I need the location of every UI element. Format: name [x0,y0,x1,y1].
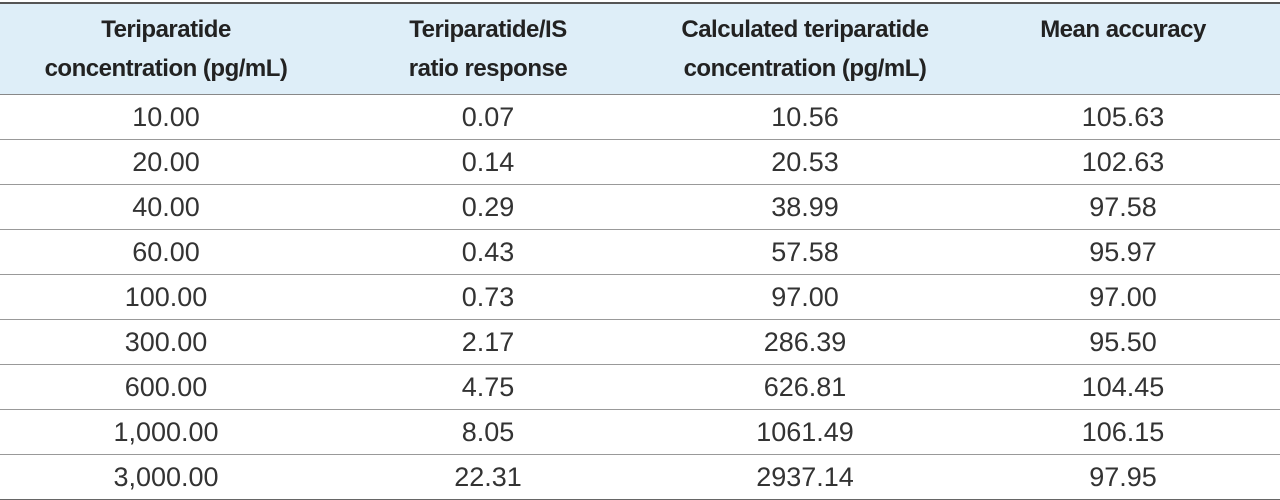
table-cell: 626.81 [644,364,966,410]
table-cell: 97.58 [966,184,1280,230]
header-cell: Calculated teriparatide concentration (pg… [644,2,966,95]
table-cell: 60.00 [0,229,332,275]
header-text: concentration (pg/mL) [683,55,927,82]
table-cell: 97.95 [966,454,1280,500]
table-row: 1,000.00 8.05 1061.49 106.15 [0,409,1280,455]
table-cell: 1061.49 [644,409,966,455]
table-cell: 0.43 [332,229,644,275]
header-text: Mean accuracy [1040,16,1206,43]
table-cell: 286.39 [644,319,966,365]
table-cell: 10.56 [644,94,966,140]
table-row: 10.00 0.07 10.56 105.63 [0,94,1280,140]
header-cell: Mean accuracy [966,2,1280,95]
table-cell: 95.50 [966,319,1280,365]
table-row: 20.00 0.14 20.53 102.63 [0,139,1280,185]
table-row: 100.00 0.73 97.00 97.00 [0,274,1280,320]
table-cell: 0.14 [332,139,644,185]
table-cell: 57.58 [644,229,966,275]
table-cell: 2.17 [332,319,644,365]
table-cell: 38.99 [644,184,966,230]
table-cell: 8.05 [332,409,644,455]
table-body: 10.00 0.07 10.56 105.63 20.00 0.14 20.53 102.63… [0,94,1280,500]
table-cell: 0.73 [332,274,644,320]
header-text: concentration (pg/mL) [44,55,288,82]
table-cell: 102.63 [966,139,1280,185]
table-cell: 1,000.00 [0,409,332,455]
header-text: Teriparatide/IS [409,16,567,43]
table-cell: 106.15 [966,409,1280,455]
table-row: 600.00 4.75 626.81 104.45 [0,364,1280,410]
table-row: 300.00 2.17 286.39 95.50 [0,319,1280,365]
table-cell: 100.00 [0,274,332,320]
header-text: Teriparatide [101,16,231,43]
table-cell: 22.31 [332,454,644,500]
table-cell: 2937.14 [644,454,966,500]
table-cell: 20.53 [644,139,966,185]
table-cell: 40.00 [0,184,332,230]
table-cell: 105.63 [966,94,1280,140]
table-header: Teriparatide concentration (pg/mL) Teripar… [0,2,1280,95]
table-cell: 97.00 [644,274,966,320]
header-cell: Teriparatide/IS ratio response [332,2,644,95]
table-cell: 104.45 [966,364,1280,410]
table-cell: 600.00 [0,364,332,410]
table-cell: 3,000.00 [0,454,332,500]
header-text: ratio response [408,55,568,82]
table-row: 40.00 0.29 38.99 97.58 [0,184,1280,230]
table-cell: 0.07 [332,94,644,140]
table-cell: 20.00 [0,139,332,185]
header-text: Calculated teriparatide [681,16,929,43]
table-cell: 4.75 [332,364,644,410]
table-row: 3,000.00 22.31 2937.14 97.95 [0,454,1280,500]
table-row: 60.00 0.43 57.58 95.97 [0,229,1280,275]
table-cell: 10.00 [0,94,332,140]
header-cell: Teriparatide concentration (pg/mL) [0,2,332,95]
table-cell: 97.00 [966,274,1280,320]
header-row: Teriparatide concentration (pg/mL) Teripar… [0,2,1280,95]
table-cell: 0.29 [332,184,644,230]
table-cell: 300.00 [0,319,332,365]
table-cell: 95.97 [966,229,1280,275]
